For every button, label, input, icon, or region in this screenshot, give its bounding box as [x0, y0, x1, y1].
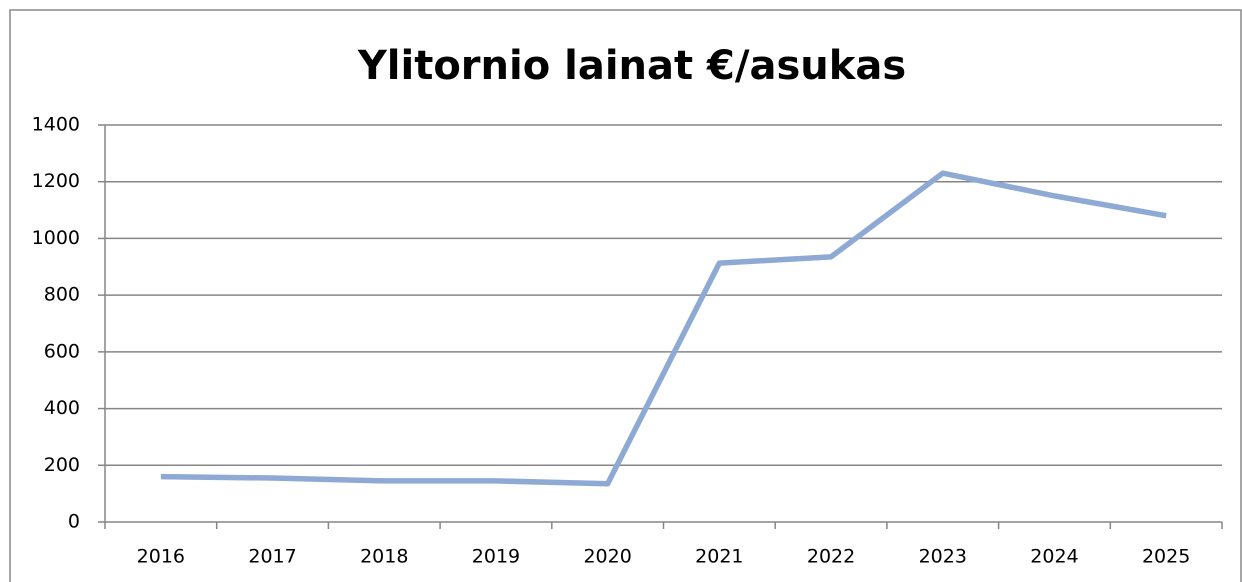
y-tick-label: 200 — [44, 454, 80, 476]
x-tick-label: 2020 — [583, 546, 631, 568]
x-tick-label: 2016 — [137, 546, 185, 568]
y-tick-label: 1200 — [32, 170, 80, 192]
x-tick-label: 2021 — [695, 546, 743, 568]
x-tick-label: 2025 — [1142, 546, 1190, 568]
x-tick-label: 2022 — [807, 546, 855, 568]
chart-border — [9, 9, 1242, 582]
y-tick-label: 0 — [68, 511, 80, 533]
y-tick-label: 400 — [44, 397, 80, 419]
x-tick-label: 2024 — [1030, 546, 1078, 568]
y-tick-label: 600 — [44, 340, 80, 362]
y-tick-label: 1000 — [32, 227, 80, 249]
x-tick-label: 2023 — [919, 546, 967, 568]
x-tick-label: 2019 — [472, 546, 520, 568]
x-tick-label: 2018 — [360, 546, 408, 568]
x-tick-label: 2017 — [248, 546, 296, 568]
y-tick-label: 800 — [44, 284, 80, 306]
chart-title: Ylitornio lainat €/asukas — [357, 43, 906, 89]
data-line — [160, 170, 1167, 487]
y-tick-label: 1400 — [32, 114, 80, 136]
